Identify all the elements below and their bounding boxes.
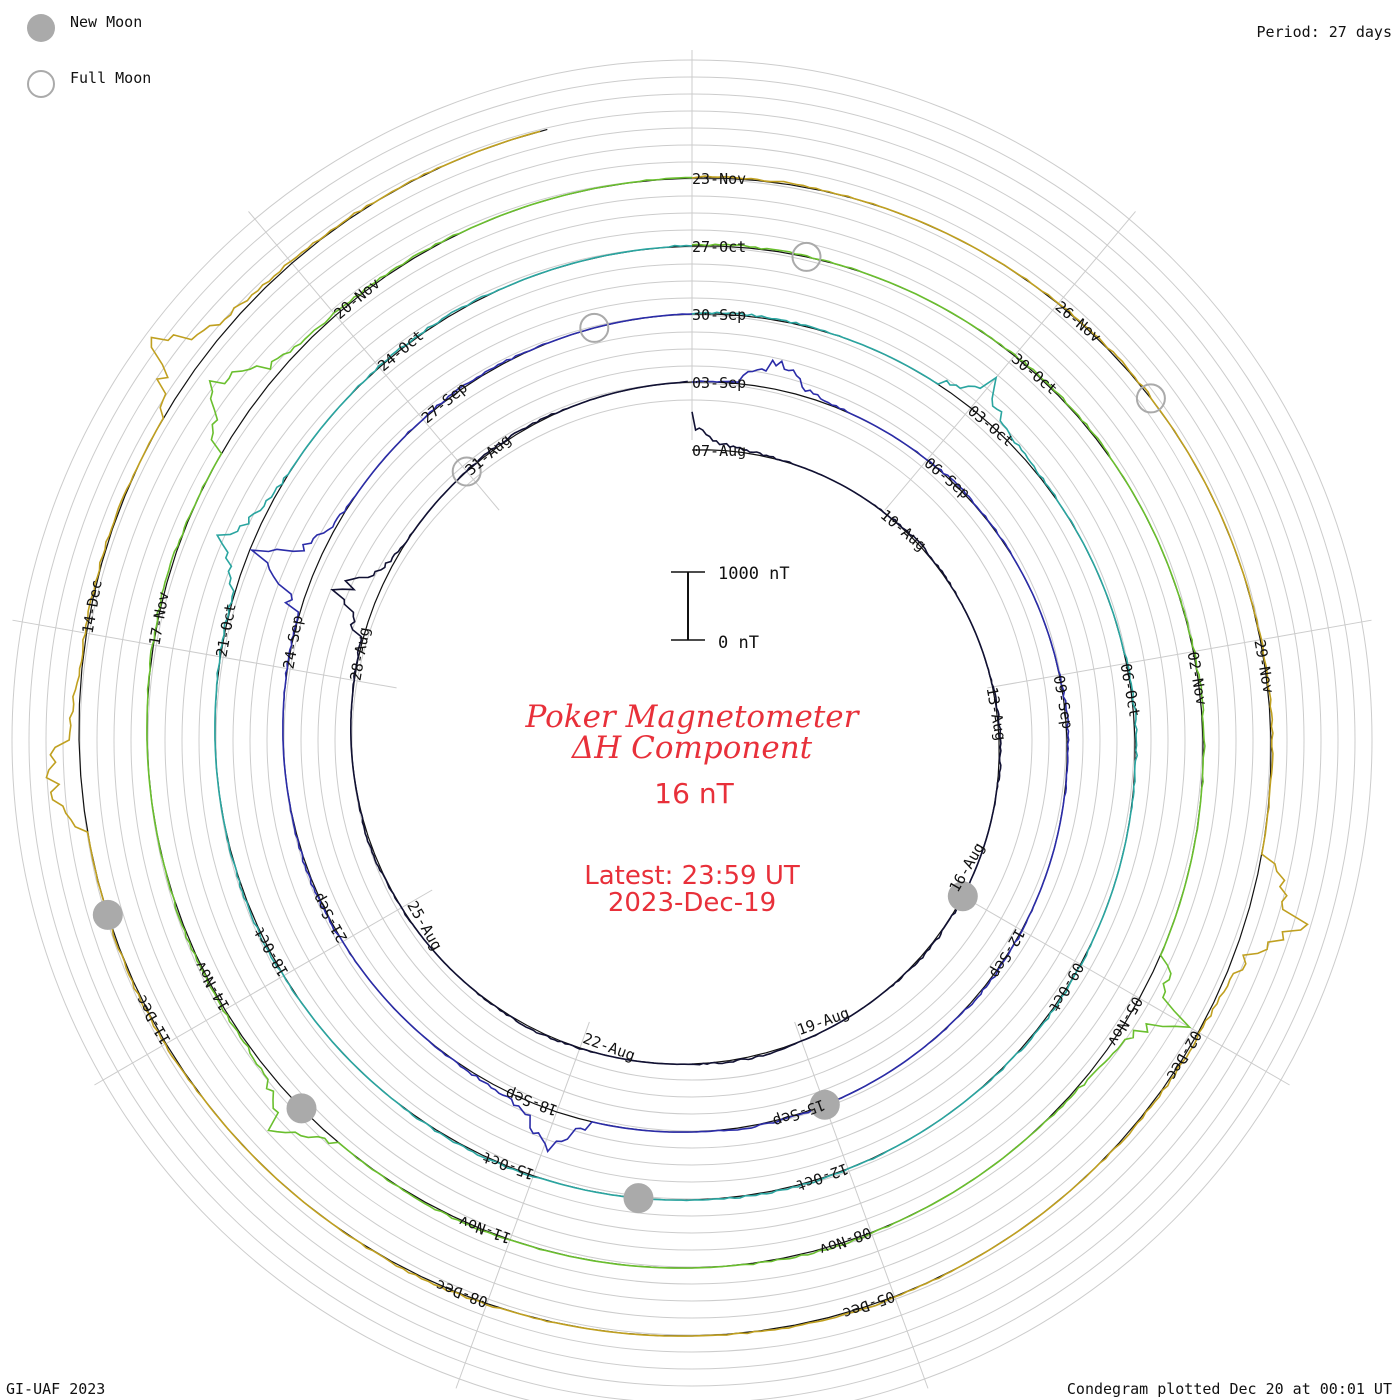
full-moon-legend-icon — [27, 70, 55, 98]
moon-markers — [92, 241, 1166, 1214]
date-label: 13-Aug — [983, 686, 1010, 742]
new-moon-legend-icon — [27, 14, 55, 42]
date-label: 06-Oct — [1117, 662, 1144, 718]
date-label: 19-Aug — [795, 1004, 852, 1039]
series-line-cycle-5 — [45, 130, 1309, 1337]
scale-bar: 1000 nT 0 nT — [671, 564, 790, 653]
series-line-cycle-2 — [249, 313, 1070, 1153]
date-label: 03-Sep — [692, 374, 746, 392]
grid-spoke — [94, 889, 433, 1086]
date-label: 29-Nov — [1250, 638, 1277, 694]
new-moon-legend-label: New Moon — [70, 13, 143, 31]
current-value: 16 nT — [654, 777, 734, 810]
date-label: 25-Aug — [403, 898, 446, 954]
chart-title-block: Poker Magnetometer ΔH Component 16 nT La… — [525, 699, 861, 918]
series-line-cycle-3 — [214, 244, 1139, 1202]
date-label: 23-Nov — [692, 170, 746, 188]
date-label: 24-Oct — [374, 326, 427, 375]
chart-subtitle: ΔH Component — [571, 730, 813, 766]
credit-label: GI-UAF 2023 — [6, 1380, 106, 1398]
grid-spoke — [455, 1021, 590, 1389]
period-label: Period: 27 days — [1256, 23, 1392, 41]
date-label: 12-Oct — [794, 1159, 851, 1194]
data-series — [45, 130, 1309, 1337]
full-moon-marker — [451, 456, 482, 487]
date-label: 10-Aug — [877, 506, 930, 555]
full-moon-marker — [1135, 383, 1166, 414]
date-label: 02-Nov — [1184, 650, 1211, 706]
new-moon-marker — [809, 1089, 840, 1120]
date-label: 15-Sep — [770, 1095, 827, 1130]
latest-time: Latest: 23:59 UT — [584, 861, 800, 891]
grid-spoke — [794, 1021, 929, 1389]
plotted-timestamp: Condegram plotted Dec 20 at 00:01 UT — [1066, 1380, 1392, 1398]
latest-date: 2023-Dec-19 — [608, 888, 776, 918]
date-label: 22-Aug — [581, 1029, 638, 1064]
scale-top-label: 1000 nT — [718, 564, 790, 584]
date-label: 09-Sep — [1050, 674, 1077, 730]
chart-title: Poker Magnetometer — [525, 699, 861, 735]
full-moon-marker — [579, 312, 610, 343]
grid-spoke — [951, 889, 1290, 1086]
date-label: 05-Dec — [840, 1287, 897, 1322]
date-label: 18-Sep — [503, 1084, 560, 1119]
series-line-cycle-4 — [146, 176, 1206, 1269]
date-label: 14-Dec — [79, 579, 106, 635]
date-label: 08-Nov — [817, 1223, 874, 1258]
date-label: 11-Nov — [456, 1212, 513, 1247]
date-label: 08-Dec — [433, 1276, 490, 1311]
grid-spoke — [987, 619, 1372, 689]
new-moon-marker — [947, 881, 978, 912]
scale-bottom-label: 0 nT — [718, 633, 759, 653]
date-label: 17-Nov — [146, 590, 173, 646]
new-moon-marker — [623, 1183, 654, 1214]
full-moon-marker — [791, 241, 822, 272]
radial-grid — [11, 50, 1373, 1400]
date-label: 28-Aug — [346, 626, 373, 682]
series-line-cycle-1 — [330, 380, 1002, 1066]
new-moon-marker — [286, 1093, 317, 1124]
date-label: 15-Oct — [480, 1148, 537, 1183]
full-moon-legend-label: Full Moon — [70, 69, 152, 87]
date-label: 27-Oct — [692, 238, 746, 256]
date-label: 07-Aug — [692, 442, 746, 460]
date-label: 20-Nov — [331, 274, 384, 323]
date-label: 30-Sep — [692, 306, 746, 324]
new-moon-marker — [92, 899, 123, 930]
grid-spoke — [12, 619, 397, 689]
